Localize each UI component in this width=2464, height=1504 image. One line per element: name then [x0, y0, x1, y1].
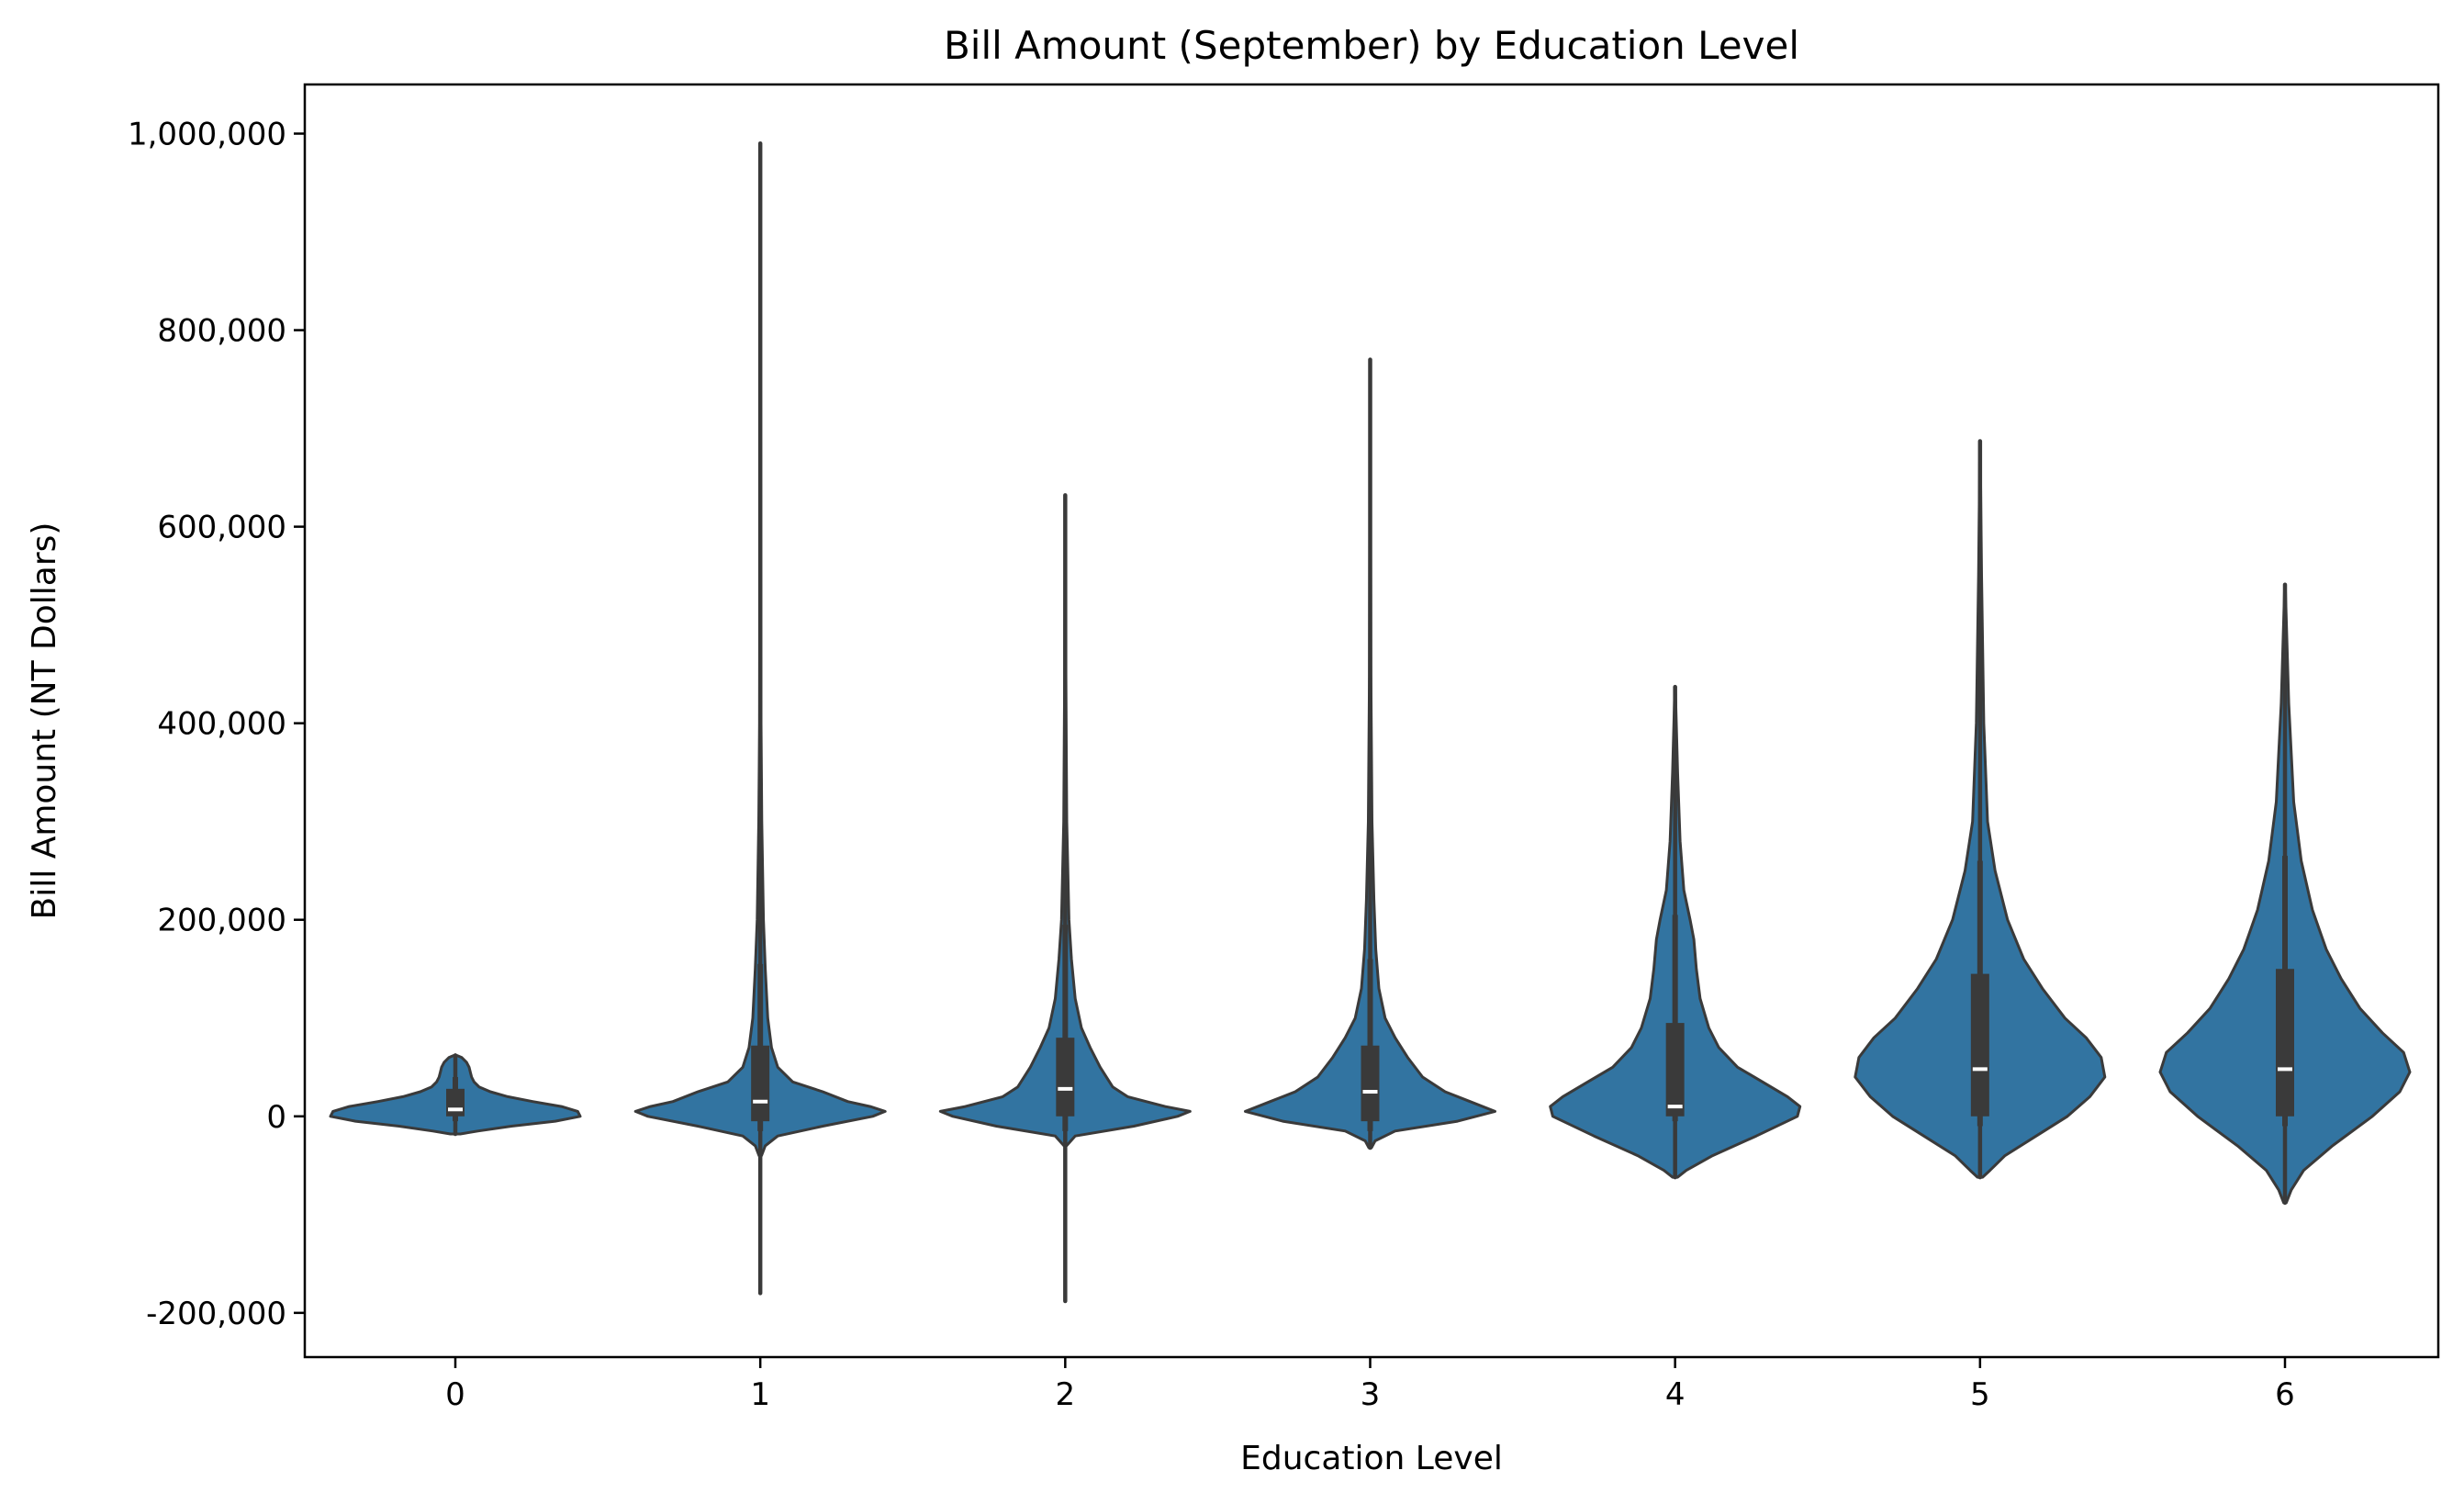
x-tick-label: 1 [750, 1376, 770, 1413]
violin-group-2 [938, 493, 1192, 1304]
y-tick-label: 200,000 [157, 903, 286, 939]
violin-iqr-box [2276, 969, 2294, 1117]
violin-iqr-box [1361, 1045, 1380, 1122]
x-tick-label: 5 [1970, 1376, 1990, 1413]
y-tick-label: -200,000 [146, 1296, 286, 1332]
x-tick-label: 2 [1056, 1376, 1076, 1413]
x-tick-label: 6 [2275, 1376, 2295, 1413]
y-axis: -200,000 0 200,000 400,000 600,000 800,000 1,0… [128, 117, 305, 1332]
violin-group-3 [1244, 357, 1496, 1150]
violin-iqr-box [1056, 1038, 1075, 1117]
y-tick-label: 600,000 [157, 510, 286, 546]
plot-frame [303, 83, 2440, 1359]
violin-group-5 [1854, 439, 2107, 1180]
x-tick-label: 0 [445, 1376, 465, 1413]
y-tick-label: 800,000 [157, 313, 286, 350]
y-tick-label: 400,000 [157, 706, 286, 743]
x-axis-title: Education Level [1240, 1440, 1503, 1477]
y-tick-label: 0 [266, 1099, 286, 1136]
violin-group-4 [1549, 684, 1802, 1180]
y-axis-title: Bill Amount (NT Dollars) [26, 522, 63, 920]
violin-iqr-box [751, 1045, 770, 1122]
y-tick-label: 1,000,000 [128, 117, 286, 153]
violin-iqr-box [1665, 1023, 1685, 1117]
violin-group-6 [2158, 582, 2412, 1206]
chart-title: Bill Amount (September) by Education Lev… [944, 23, 1799, 68]
x-tick-label: 4 [1665, 1376, 1686, 1413]
x-tick-label: 3 [1361, 1376, 1381, 1413]
violin-iqr-box [446, 1088, 465, 1117]
x-axis: 0 1 2 3 4 5 6 [445, 1357, 2295, 1413]
violin-group-1 [633, 140, 887, 1296]
plot-area [329, 140, 2412, 1304]
violin-iqr-box [1970, 973, 1989, 1117]
violin-group-0 [329, 1053, 582, 1137]
